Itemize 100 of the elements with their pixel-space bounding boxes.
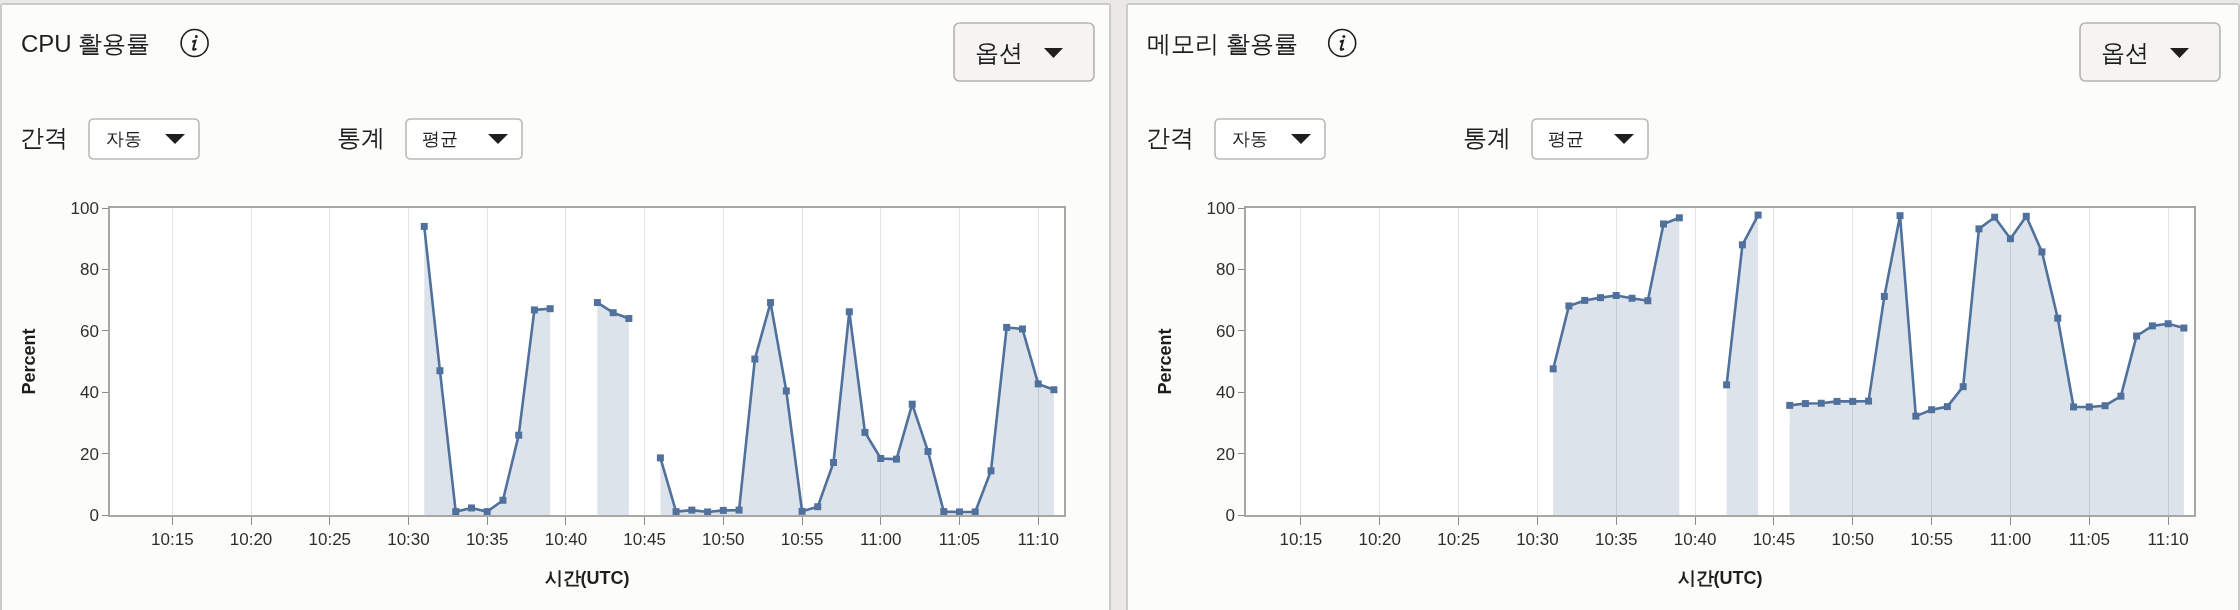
point (1865, 397, 1873, 405)
point (1912, 412, 1920, 420)
point (1565, 302, 1573, 310)
point (515, 431, 523, 439)
y-axis-title: Percent (1155, 328, 1176, 395)
point (814, 503, 822, 511)
point (845, 308, 853, 316)
point (1549, 365, 1557, 373)
point (1786, 401, 1794, 409)
point (767, 299, 775, 307)
point (1581, 296, 1589, 304)
point (2054, 314, 2062, 322)
point (593, 299, 601, 307)
point (436, 367, 444, 375)
x-axis-title: 시간(UTC) (1677, 567, 1763, 588)
point (1880, 292, 1888, 300)
point (1991, 213, 1999, 221)
point (1738, 241, 1746, 249)
x-tick-label: 10:45 (623, 530, 666, 550)
text: 간격 (20, 124, 68, 151)
point (830, 459, 838, 466)
x-tick-label: 10:45 (1752, 530, 1796, 550)
point (893, 455, 901, 463)
point (955, 508, 963, 516)
x-tick-label: 10:25 (1437, 530, 1480, 550)
y-tick-label: 80 (1215, 260, 1235, 280)
point (1597, 294, 1605, 302)
text: 간격 (1146, 124, 1194, 151)
x-tick-label: 11:00 (1989, 530, 2032, 550)
point (704, 508, 712, 516)
point (1928, 406, 1936, 414)
point (2164, 320, 2172, 328)
point (688, 506, 696, 514)
point (924, 447, 932, 455)
point (877, 455, 885, 463)
point (735, 506, 743, 514)
x-tick-label: 10:15 (151, 530, 194, 550)
point (1754, 211, 1762, 219)
x-axis-title: 시간(UTC) (544, 567, 630, 588)
point (2070, 403, 2078, 411)
x-tick-label: 10:30 (1516, 530, 1559, 550)
point (908, 400, 916, 408)
x-tick-label: 10:55 (780, 530, 824, 550)
point (861, 428, 869, 436)
point (1975, 225, 1983, 233)
y-tick-label: 0 (89, 505, 99, 525)
point (656, 454, 664, 462)
text: 평균 (1548, 129, 1584, 149)
point (2085, 403, 2093, 411)
point (798, 507, 806, 515)
x-tick-label: 11:10 (2147, 530, 2189, 550)
text: 옵션 (2101, 39, 2149, 66)
text: 자동 (1232, 129, 1268, 149)
point (1644, 297, 1652, 305)
point (609, 309, 617, 317)
point (2022, 212, 2030, 220)
x-tick-label: 10:40 (1673, 530, 1717, 550)
point (971, 508, 979, 516)
point (2180, 324, 2188, 332)
point (1675, 214, 1683, 222)
point (499, 496, 507, 504)
point (1817, 399, 1825, 407)
point (1612, 292, 1620, 299)
x-tick-label: 11:05 (938, 530, 981, 550)
point (452, 508, 460, 516)
point (1003, 323, 1011, 331)
x-tick-label: 11:05 (2068, 530, 2110, 550)
point (719, 506, 727, 514)
x-tick-label: 10:50 (1831, 530, 1875, 550)
point (1801, 400, 1809, 408)
point (1723, 381, 1731, 389)
point (672, 508, 680, 516)
y-tick-label: 40 (1215, 383, 1235, 403)
text: 통계 (1463, 124, 1511, 151)
y-tick-label: 80 (79, 260, 99, 280)
y-tick-label: 60 (79, 321, 99, 341)
text: 옵션 (975, 39, 1023, 66)
point (2133, 332, 2141, 340)
point (530, 306, 538, 314)
point (1833, 397, 1841, 405)
point (940, 508, 948, 516)
point (2038, 248, 2046, 256)
point (2117, 392, 2125, 400)
x-tick-label: 10:15 (1279, 530, 1323, 550)
y-tick-label: 20 (1215, 444, 1235, 464)
text: 통계 (337, 124, 385, 151)
x-tick-label: 10:55 (1910, 530, 1953, 550)
x-tick-label: 10:35 (465, 530, 509, 550)
point (1660, 220, 1668, 228)
x-tick-label: 10:30 (387, 530, 430, 550)
point (1896, 212, 1904, 220)
point (467, 504, 475, 512)
y-axis-title: Percent (19, 328, 40, 395)
x-tick-label: 11:00 (860, 530, 902, 550)
y-tick-label: 40 (79, 383, 99, 403)
point (1018, 325, 1026, 333)
x-tick-label: 10:25 (308, 530, 352, 550)
y-tick-label: 0 (1225, 505, 1235, 525)
x-tick-label: 10:50 (702, 530, 745, 550)
point (1943, 403, 1951, 411)
